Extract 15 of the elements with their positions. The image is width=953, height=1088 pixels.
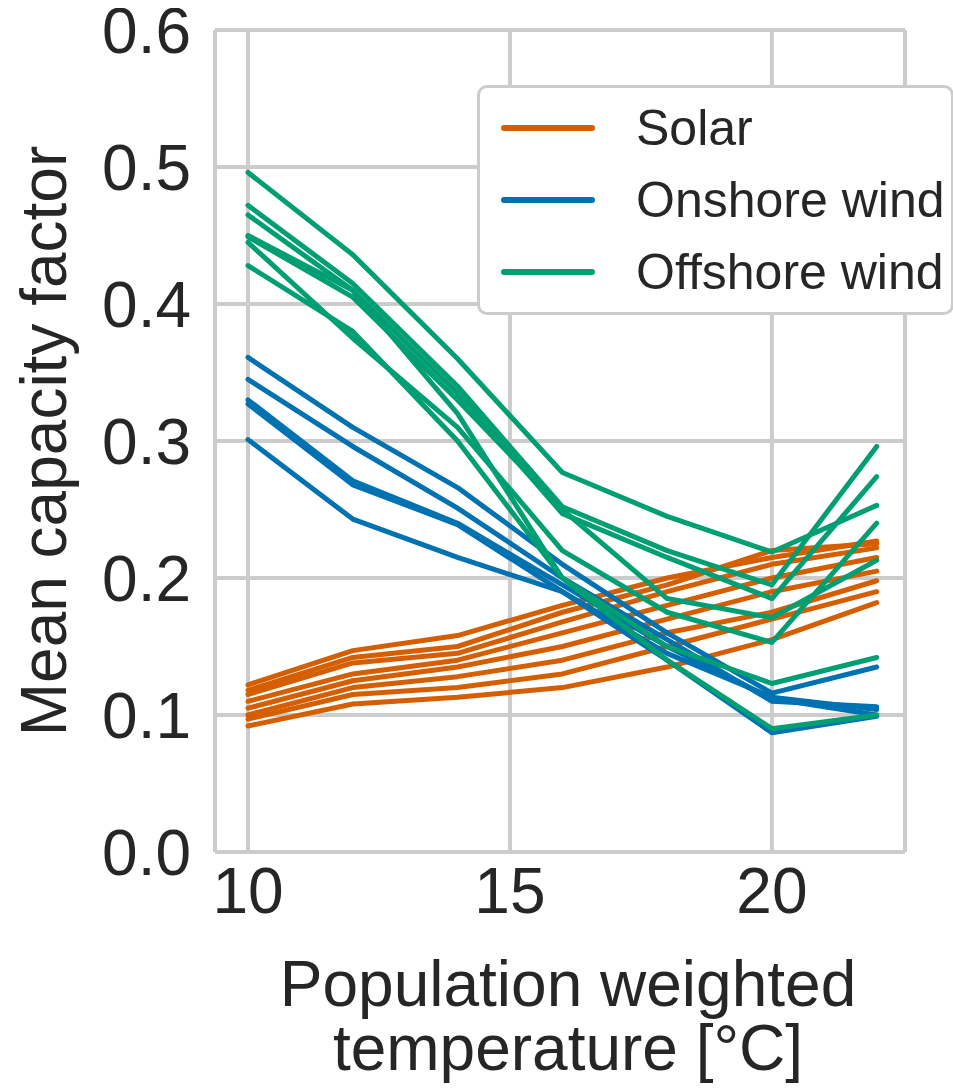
y-tick-label: 0.2: [102, 542, 191, 615]
legend-label: Onshore wind: [636, 171, 945, 229]
y-tick-label: 0.3: [102, 405, 191, 478]
y-tick-label: 0.0: [102, 816, 191, 889]
x-axis-title: Population weighted temperature [°C]: [278, 948, 858, 1084]
x-tick-label: 20: [736, 855, 808, 928]
x-tick-label: 10: [212, 855, 284, 928]
y-axis-title: Mean capacity factor: [7, 145, 80, 737]
x-tick-label: 15: [474, 855, 546, 928]
y-tick-label: 0.6: [102, 0, 191, 67]
y-tick-label: 0.4: [102, 268, 191, 341]
legend-label: Solar: [636, 99, 753, 157]
y-tick-label: 0.1: [102, 679, 191, 752]
y-tick-label: 0.5: [102, 131, 191, 204]
legend-label: Offshore wind: [636, 243, 944, 301]
